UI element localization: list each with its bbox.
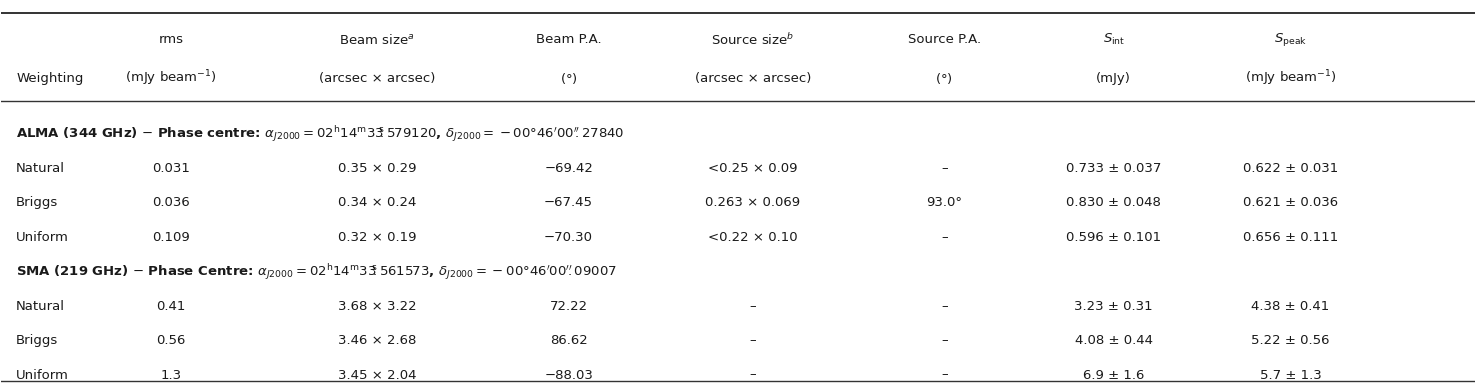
Text: ($\degree$): ($\degree$) (559, 71, 577, 86)
Text: 0.622 ± 0.031: 0.622 ± 0.031 (1243, 162, 1339, 174)
Text: 0.109: 0.109 (152, 230, 190, 244)
Text: 1.3: 1.3 (161, 369, 182, 381)
Text: 0.733 ± 0.037: 0.733 ± 0.037 (1066, 162, 1162, 174)
Text: Briggs: Briggs (16, 334, 59, 347)
Text: –: – (750, 369, 756, 381)
Text: –: – (940, 369, 948, 381)
Text: (mJy): (mJy) (1097, 71, 1131, 85)
Text: $S_{\rm int}$: $S_{\rm int}$ (1103, 32, 1125, 47)
Text: –: – (940, 230, 948, 244)
Text: rms: rms (158, 33, 183, 46)
Text: 5.22 ± 0.56: 5.22 ± 0.56 (1252, 334, 1330, 347)
Text: 6.9 ± 1.6: 6.9 ± 1.6 (1083, 369, 1144, 381)
Text: (arcsec × arcsec): (arcsec × arcsec) (695, 71, 810, 85)
Text: 0.830 ± 0.048: 0.830 ± 0.048 (1066, 196, 1162, 209)
Text: 86.62: 86.62 (549, 334, 587, 347)
Text: Beam size$^a$: Beam size$^a$ (339, 33, 415, 47)
Text: –: – (940, 300, 948, 313)
Text: 4.08 ± 0.44: 4.08 ± 0.44 (1075, 334, 1153, 347)
Text: 0.263 × 0.069: 0.263 × 0.069 (706, 196, 800, 209)
Text: −88.03: −88.03 (545, 369, 593, 381)
Text: 0.34 × 0.24: 0.34 × 0.24 (338, 196, 416, 209)
Text: ALMA (344 GHz) $-$ Phase centre: $\alpha_{J2000} = 02^{\rm h}14^{\rm m}33\!\!^{\: ALMA (344 GHz) $-$ Phase centre: $\alpha… (16, 124, 624, 144)
Text: 0.596 ± 0.101: 0.596 ± 0.101 (1066, 230, 1162, 244)
Text: SMA (219 GHz) $-$ Phase Centre: $\alpha_{J2000} = 02^{\rm h}14^{\rm m}33\!\!^{\r: SMA (219 GHz) $-$ Phase Centre: $\alpha_… (16, 262, 617, 281)
Text: (mJy beam$^{-1}$): (mJy beam$^{-1}$) (125, 68, 217, 88)
Text: 4.38 ± 0.41: 4.38 ± 0.41 (1252, 300, 1330, 313)
Text: –: – (750, 334, 756, 347)
Text: Natural: Natural (16, 162, 65, 174)
Text: –: – (940, 162, 948, 174)
Text: (arcsec × arcsec): (arcsec × arcsec) (319, 71, 435, 85)
Text: ($\degree$): ($\degree$) (936, 71, 953, 86)
Text: 0.621 ± 0.036: 0.621 ± 0.036 (1243, 196, 1339, 209)
Text: 0.031: 0.031 (152, 162, 190, 174)
Text: Source P.A.: Source P.A. (908, 33, 982, 46)
Text: 0.56: 0.56 (156, 334, 186, 347)
Text: $S_{\rm peak}$: $S_{\rm peak}$ (1274, 31, 1308, 48)
Text: –: – (750, 300, 756, 313)
Text: 5.7 ± 1.3: 5.7 ± 1.3 (1259, 369, 1321, 381)
Text: 0.41: 0.41 (156, 300, 186, 313)
Text: (mJy beam$^{-1}$): (mJy beam$^{-1}$) (1244, 68, 1336, 88)
Text: Briggs: Briggs (16, 196, 59, 209)
Text: 0.35 × 0.29: 0.35 × 0.29 (338, 162, 416, 174)
Text: <0.25 × 0.09: <0.25 × 0.09 (708, 162, 797, 174)
Text: 0.036: 0.036 (152, 196, 190, 209)
Text: Source size$^b$: Source size$^b$ (711, 32, 794, 47)
Text: −67.45: −67.45 (545, 196, 593, 209)
Text: Uniform: Uniform (16, 369, 69, 381)
Text: Weighting: Weighting (16, 71, 84, 85)
Text: Natural: Natural (16, 300, 65, 313)
Text: 3.45 × 2.04: 3.45 × 2.04 (338, 369, 416, 381)
Text: −70.30: −70.30 (545, 230, 593, 244)
Text: 3.68 × 3.22: 3.68 × 3.22 (338, 300, 416, 313)
Text: 3.46 × 2.68: 3.46 × 2.68 (338, 334, 416, 347)
Text: <0.22 × 0.10: <0.22 × 0.10 (708, 230, 797, 244)
Text: −69.42: −69.42 (545, 162, 593, 174)
Text: 72.22: 72.22 (549, 300, 587, 313)
Text: Beam P.A.: Beam P.A. (536, 33, 601, 46)
Text: 0.32 × 0.19: 0.32 × 0.19 (338, 230, 416, 244)
Text: 0.656 ± 0.111: 0.656 ± 0.111 (1243, 230, 1339, 244)
Text: Uniform: Uniform (16, 230, 69, 244)
Text: –: – (940, 334, 948, 347)
Text: 3.23 ± 0.31: 3.23 ± 0.31 (1075, 300, 1153, 313)
Text: 93.0°: 93.0° (927, 196, 962, 209)
